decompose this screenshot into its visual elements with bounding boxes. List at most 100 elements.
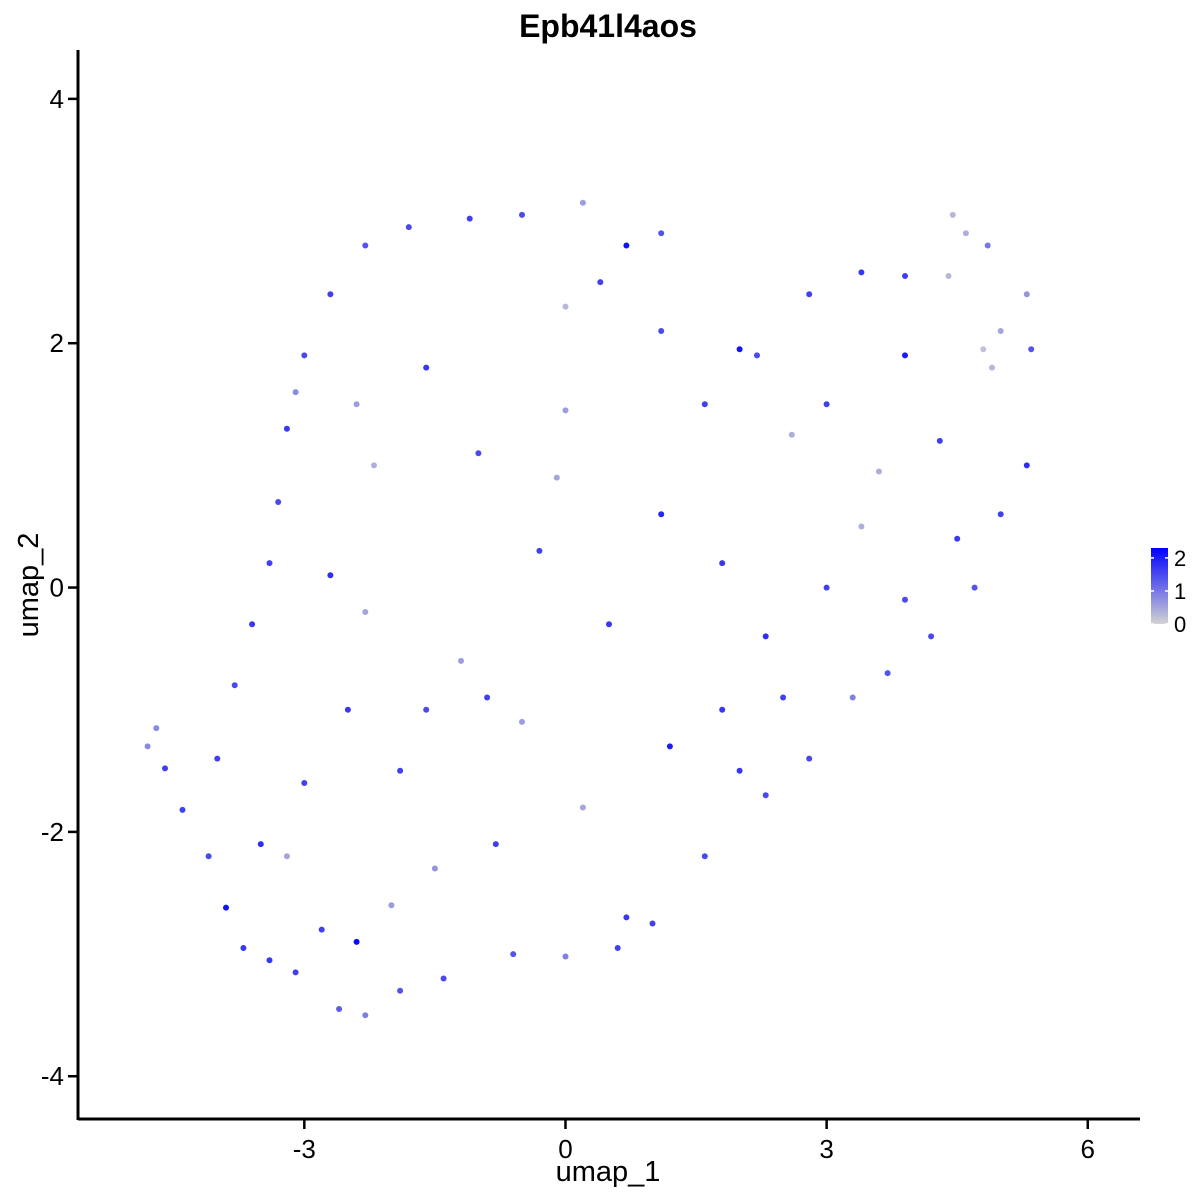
scatter-point [701,401,708,408]
scatter-point [362,242,369,249]
scatter-point [971,584,978,591]
y-tick-label: 0 [50,573,64,603]
scatter-point [658,230,665,237]
y-tick-label: 2 [50,328,64,358]
scatter-point [283,853,290,860]
scatter-point [327,291,334,298]
scatter-point [466,215,473,222]
scatter-point [719,706,726,713]
scatter-point [431,865,438,872]
scatter-point [301,352,308,359]
y-axis-title: umap_2 [13,533,45,638]
scatter-point [388,902,395,909]
scatter-point [562,407,569,414]
scatter-point [353,938,360,945]
scatter-point [318,926,325,933]
scatter-point [754,352,760,359]
scatter-point [984,242,991,249]
scatter-point [823,584,830,591]
scatter-point [249,621,256,628]
scatter-point [884,670,891,677]
scatter-point [658,328,665,334]
scatter-point [492,841,499,848]
scatter-point [806,755,813,762]
scatter-point [231,682,238,689]
scatter-point [902,352,908,359]
scatter-point [875,468,882,475]
scatter-point [266,957,273,964]
scatter-point [858,269,865,276]
scatter-point [292,389,299,396]
scatter-point [223,904,229,911]
scatter-point [997,511,1004,518]
color-legend: 0 1 2 [1151,546,1186,637]
scatter-point [858,523,865,530]
legend-ticks: 0 1 2 [1151,546,1186,637]
scatter-point [823,401,830,408]
scatter-point [405,224,412,231]
scatter-point [701,853,708,860]
scatter-point [240,945,247,951]
scatter-point [780,694,787,701]
scatter-point [536,547,543,554]
scatter-point [553,474,560,481]
x-tick-label: -3 [293,1134,316,1164]
scatter-point [762,633,769,640]
scatter-point [301,780,308,786]
scatter-point [623,242,630,249]
scatter-points [144,199,1035,1019]
scatter-point [440,975,447,982]
scatter-point [788,431,795,438]
scatter-point [510,951,517,958]
scatter-point [945,273,952,279]
scatter-point [1028,346,1035,353]
scatter-point [179,806,186,813]
scatter-point [989,364,995,371]
x-tick-label: 0 [558,1134,572,1164]
scatter-point [928,633,935,640]
scatter-point [344,706,351,713]
scatter-point [614,945,621,951]
scatter-point [579,804,586,811]
scatter-point [336,1006,343,1012]
scatter-point [353,401,360,408]
scatter-point [980,346,987,353]
scatter-point [736,346,743,353]
scatter-point [658,511,665,518]
scatter-point [666,743,673,750]
scatter-point [283,425,290,432]
x-axis-title: umap_1 [556,1156,661,1188]
scatter-point [597,279,604,286]
scatter-point [519,718,525,725]
scatter-point [997,328,1004,334]
scatter-point [397,987,404,994]
legend-tick-label: 1 [1174,579,1186,604]
chart-title: Epb41l4aos [519,8,697,44]
scatter-point [362,609,369,615]
legend-colorbar [1151,548,1168,624]
scatter-point [736,767,743,774]
scatter-point [606,621,612,628]
scatter-point [484,694,491,701]
scatter-point [362,1012,369,1019]
scatter-point [423,364,430,371]
scatter-point [936,437,943,444]
scatter-point [519,211,525,218]
y-axis-ticks: -4 -2 0 2 4 [41,84,78,1091]
scatter-point [562,953,569,960]
scatter-point [205,853,212,860]
scatter-point [214,755,221,762]
scatter-point [1023,291,1030,298]
scatter-point [954,535,961,542]
scatter-point [266,560,273,567]
scatter-point [949,211,956,218]
scatter-point [397,767,404,774]
scatter-point [257,841,264,848]
scatter-point [458,657,464,664]
y-tick-label: -4 [41,1061,64,1091]
x-axis-ticks: -3 0 3 6 [293,1119,1095,1164]
scatter-point [292,969,299,976]
scatter-point [902,273,908,279]
